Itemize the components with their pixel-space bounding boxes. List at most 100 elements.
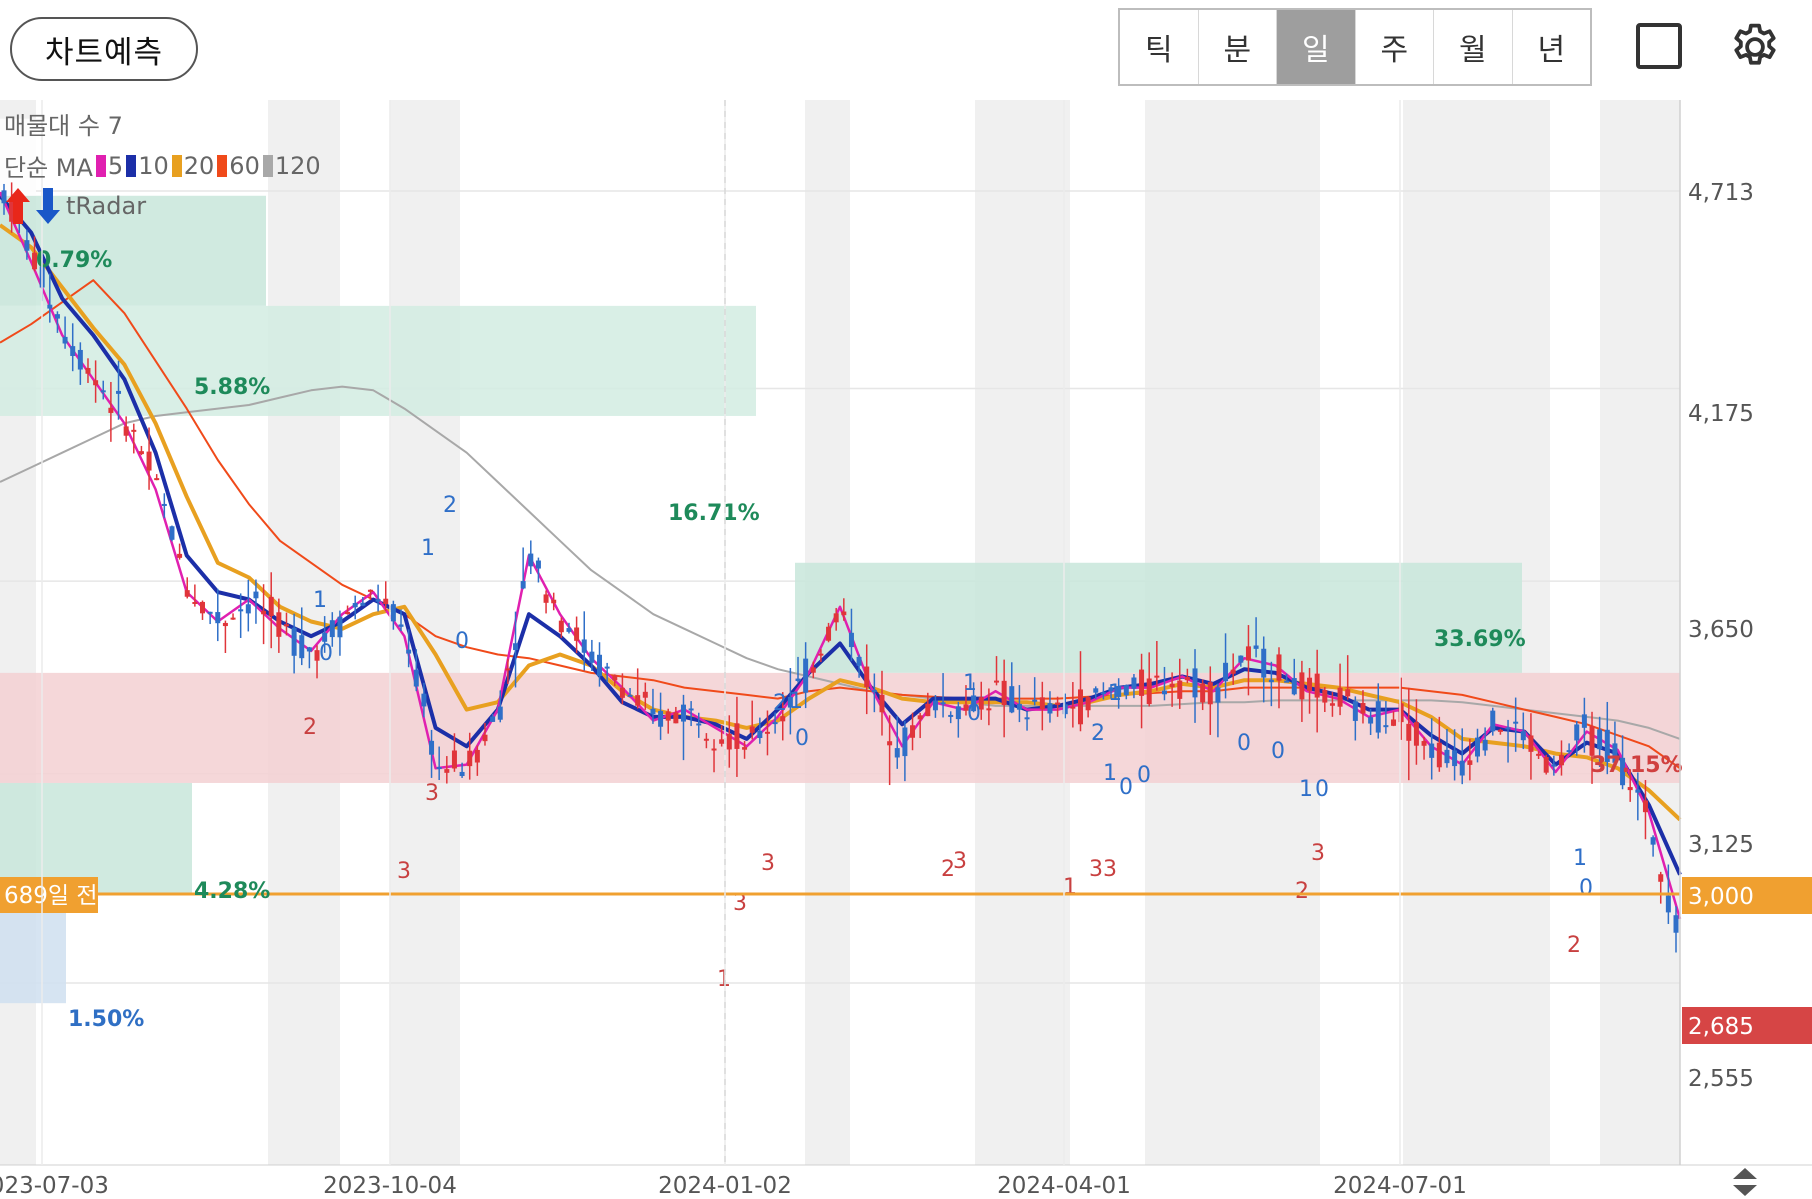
candle-body (1108, 687, 1114, 692)
candle-body (1, 190, 7, 204)
candle-body (772, 722, 778, 725)
candle-body (322, 632, 328, 642)
candle-body (276, 612, 282, 637)
candle-body (1398, 703, 1404, 723)
candle-body (1673, 915, 1679, 933)
candle-body (1459, 760, 1465, 776)
candle-body (734, 723, 740, 749)
candle-body (635, 695, 641, 706)
candle-body (1146, 678, 1152, 705)
candle-body (780, 716, 786, 722)
signal-marker: 1 (789, 689, 803, 714)
candle-body (62, 336, 68, 344)
period-month-tab[interactable]: 월 (1434, 10, 1513, 84)
candle-body (1665, 895, 1671, 913)
candle-body (1100, 692, 1106, 695)
period-year-tab[interactable]: 년 (1537, 33, 1566, 68)
candle-body (1345, 689, 1351, 697)
candle-body (314, 650, 320, 661)
candle-body (894, 748, 900, 758)
candle-body (154, 478, 160, 481)
candle-body (123, 426, 129, 436)
candle-body (1329, 703, 1335, 706)
candle-body (329, 620, 335, 638)
candle-body (795, 678, 801, 682)
candle-body (9, 198, 15, 222)
candle-body (230, 617, 236, 620)
candle-body (429, 740, 435, 755)
candle-body (169, 526, 175, 540)
period-week-tab[interactable]: 주 (1356, 10, 1434, 84)
candle-body (680, 704, 686, 722)
candle-body (978, 697, 984, 710)
signal-marker: 2 (303, 715, 317, 740)
period-tick-tab[interactable]: 틱 (1120, 10, 1199, 84)
volume-profile-box (795, 562, 1522, 673)
candle-body (1139, 669, 1145, 696)
fullscreen-square-icon[interactable] (1636, 23, 1682, 69)
signal-marker: 0 (1271, 739, 1285, 764)
candle-body (551, 599, 557, 604)
y-tick-label: 3,650 (1688, 617, 1754, 643)
candle-body (1620, 757, 1626, 786)
candle-body (1207, 682, 1213, 705)
candle-body (215, 612, 221, 624)
candle-body (1368, 717, 1374, 724)
gear-icon[interactable] (1728, 20, 1782, 74)
candle-body (77, 349, 83, 370)
candle-body (1055, 702, 1061, 705)
x-tick-label: 2023-07-03 (0, 1173, 109, 1199)
ma-legend-title: 단순 MA (4, 154, 93, 182)
candle-body (413, 669, 419, 687)
signal-marker: 1 (313, 588, 327, 613)
period-day-tab[interactable]: 일 (1277, 10, 1356, 84)
candle-body (764, 731, 770, 734)
candle-body (1192, 668, 1198, 698)
candle-body (436, 767, 442, 770)
y-tick-label: 4,713 (1688, 180, 1754, 206)
candle-body (1627, 787, 1633, 791)
candle-body (70, 346, 76, 356)
signal-marker: 2 (941, 857, 955, 882)
signal-marker: 1 (1108, 681, 1122, 706)
candle-body (612, 675, 618, 681)
pct-label: 1.50% (68, 1007, 144, 1032)
candle-body (1566, 750, 1572, 753)
candle-body (864, 666, 870, 688)
signal-marker: 1 (421, 536, 435, 561)
tradar-legend: tRadar (4, 186, 146, 226)
candle-body (375, 599, 381, 602)
ma20-swatch (171, 154, 182, 177)
scale-arrows-icon[interactable] (1733, 1168, 1757, 1196)
candle-body (1154, 675, 1160, 678)
signal-marker: 3 (1103, 857, 1117, 882)
candle-body (390, 604, 396, 622)
candle-body (757, 730, 763, 739)
candle-body (1032, 699, 1038, 702)
ma120-swatch (262, 154, 273, 177)
signal-marker: 0 (1119, 775, 1133, 800)
candle-body (1322, 689, 1328, 703)
candle-body (703, 738, 709, 741)
candle-body (1413, 722, 1419, 746)
candle-body (505, 668, 511, 671)
candle-body (833, 613, 839, 623)
signal-marker: 3 (733, 891, 747, 916)
candle-body (642, 691, 648, 698)
candle-body (887, 741, 893, 746)
candle-body (719, 739, 725, 744)
candle-body (1039, 697, 1045, 710)
candle-body (818, 653, 824, 656)
candle-body (108, 407, 114, 413)
candle-body (558, 620, 564, 633)
period-minute-tab[interactable]: 분 (1199, 10, 1277, 84)
chart-predict-button[interactable]: 차트예측 (10, 17, 198, 81)
y-tick-label: 2,555 (1688, 1066, 1754, 1092)
candle-body (932, 700, 938, 711)
signal-marker: 3 (397, 859, 411, 884)
candle-body (383, 598, 389, 605)
signal-marker: 0 (455, 629, 469, 654)
candle-body (1024, 717, 1030, 720)
candle-body (192, 601, 198, 604)
